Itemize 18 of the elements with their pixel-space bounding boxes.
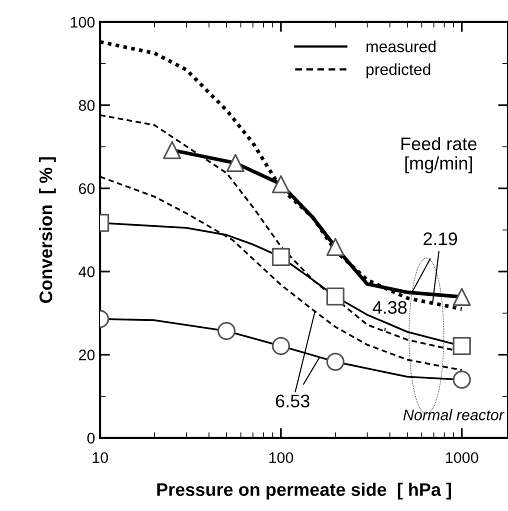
- y-tick-label: 0: [87, 432, 95, 444]
- x-tick-label: 100: [269, 452, 294, 464]
- annotation: 6.53: [276, 394, 310, 408]
- annotation: 4.38: [372, 301, 407, 314]
- y-tick-label: 40: [78, 266, 95, 278]
- x-tick-label: 10: [92, 452, 108, 464]
- x-axis-title: Pressure on permeate side [ hPa ]: [157, 482, 452, 500]
- y-axis-title: Conversion [ % ]: [39, 157, 56, 303]
- legend-title: Feed rate [mg/min]: [401, 136, 476, 174]
- y-tick-label: 60: [79, 183, 95, 194]
- annotation: Normal reactor: [403, 409, 504, 420]
- annotation: 2.19: [424, 232, 457, 246]
- legend-label: predicted: [366, 63, 430, 78]
- y-tick-label: 80: [78, 100, 95, 111]
- legend-label: measured: [366, 40, 436, 52]
- y-tick-label: 20: [78, 350, 95, 360]
- y-tick-label: 100: [70, 16, 95, 28]
- x-tick-label: 1000: [446, 452, 478, 464]
